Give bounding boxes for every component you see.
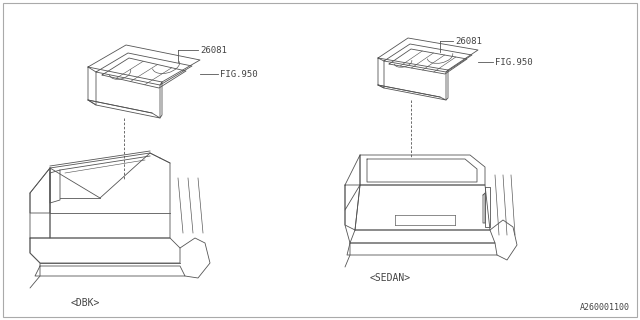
Text: <DBK>: <DBK> (70, 298, 100, 308)
Text: FIG.950: FIG.950 (495, 58, 532, 67)
Text: A260001100: A260001100 (580, 303, 630, 312)
Text: <SEDAN>: <SEDAN> (369, 273, 411, 283)
Text: 26081: 26081 (455, 36, 482, 45)
Text: FIG.950: FIG.950 (220, 69, 258, 78)
Text: 26081: 26081 (200, 45, 227, 54)
